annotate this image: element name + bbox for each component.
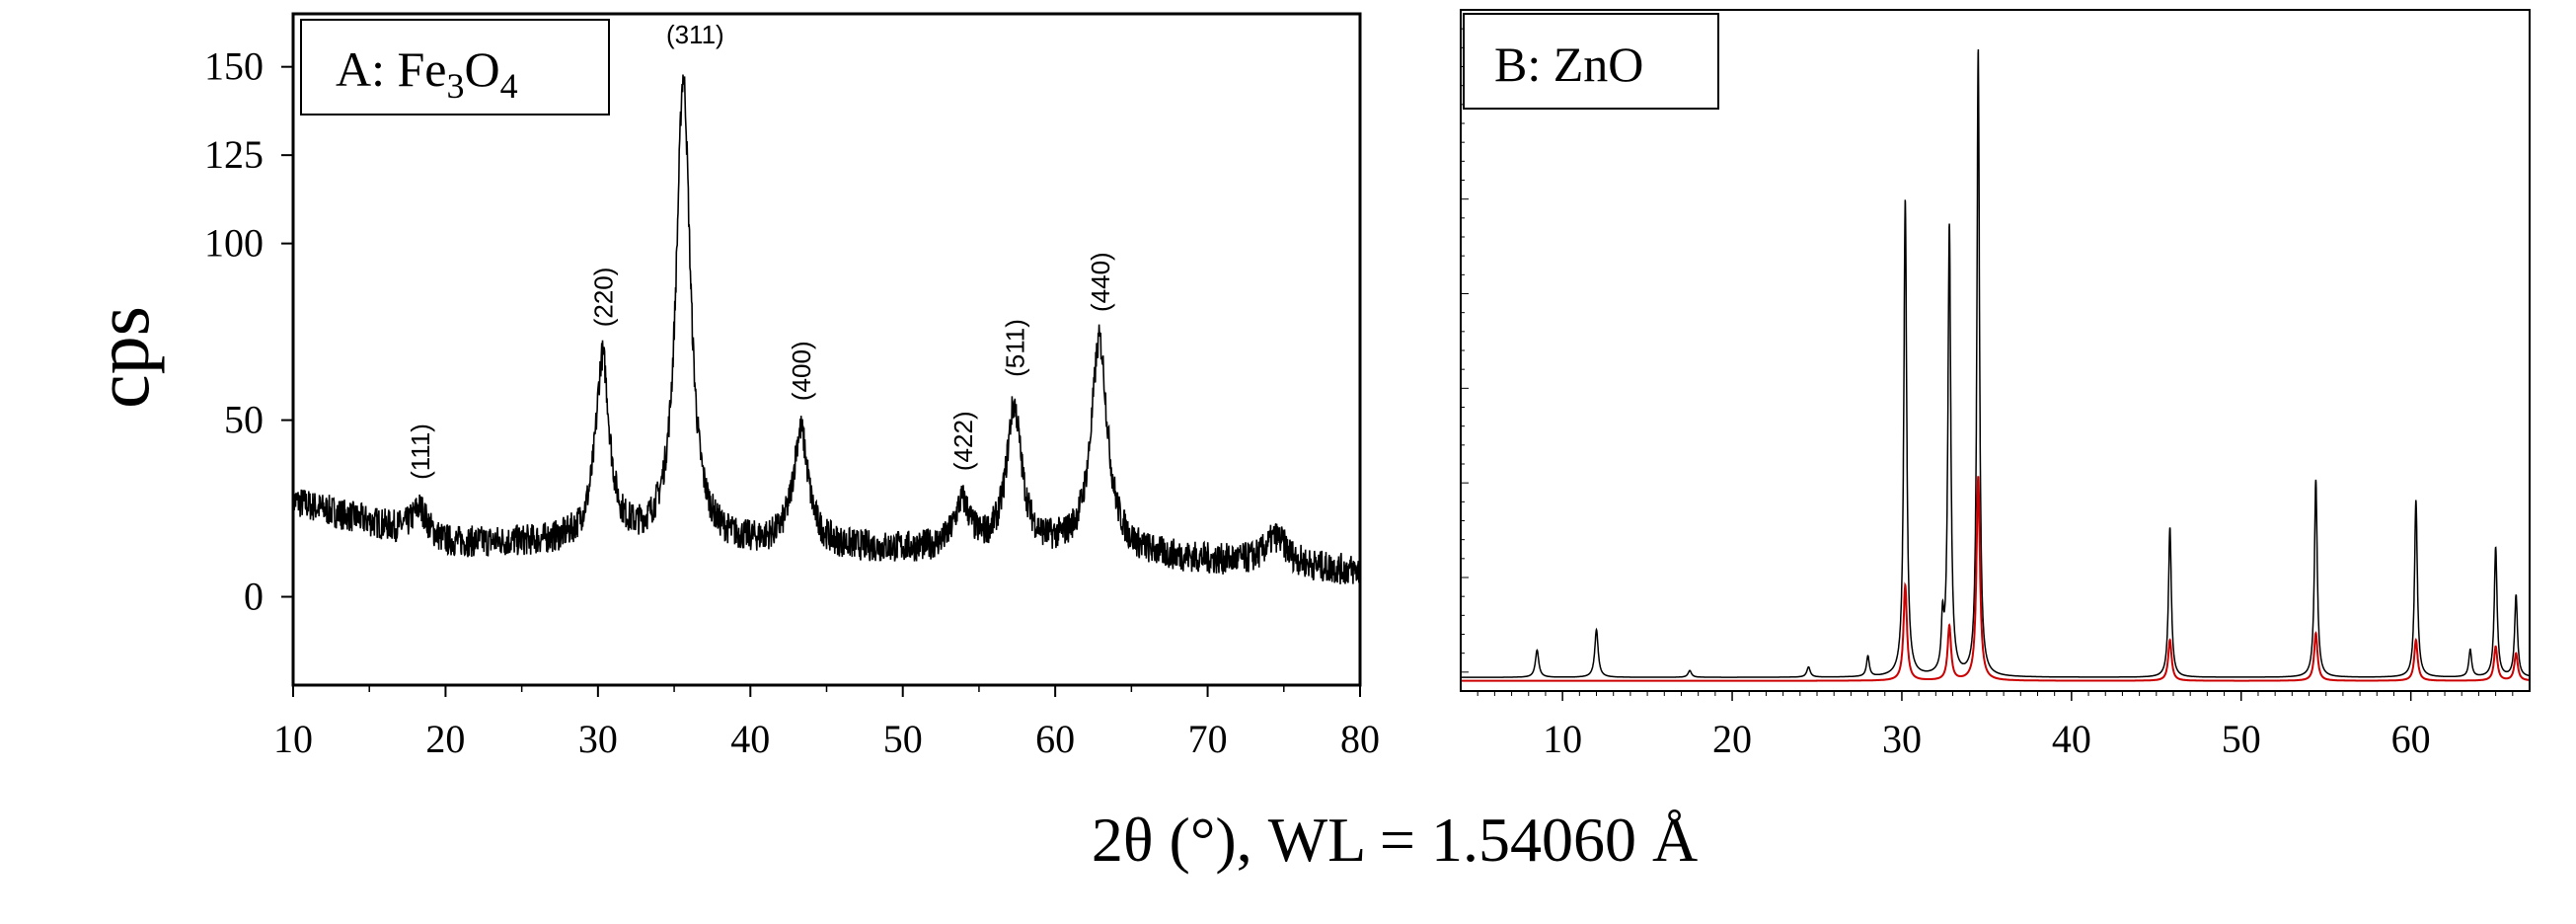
peak-label: (311) [666, 20, 724, 49]
peak-label: (220) [589, 268, 619, 328]
peak-label: (400) [787, 341, 816, 401]
y-axis-label: cps [79, 306, 165, 409]
panel-a-x-tick-label: 50 [883, 717, 923, 761]
panel-a-y-tick-label: 150 [204, 44, 264, 89]
panel-a-x-tick-label: 40 [730, 717, 770, 761]
panel-a-x-tick-label: 20 [425, 717, 465, 761]
panel-b-x-tick-label: 40 [2052, 717, 2091, 761]
panel-a-x-tick-label: 80 [1340, 717, 1380, 761]
panel-b-ticks: 10 20 30 40 50 60 [1461, 28, 2514, 761]
panel-a-y-tick-label: 0 [244, 575, 264, 619]
panel-a-y-tick-label: 125 [204, 132, 264, 177]
panel-b-pattern-line [1461, 48, 2531, 678]
peak-label: (422) [948, 411, 978, 471]
panel-a-x-tick-label: 10 [273, 717, 313, 761]
panel-a-x-tick-label: 60 [1035, 717, 1075, 761]
x-axis-label: 2θ (°), WL = 1.54060 Å [1092, 805, 1698, 875]
panel-a-x-tick-label: 30 [578, 717, 618, 761]
panel-a-peak-labels: (111) (220) (311) (400) (422) (511) (440) [406, 20, 1115, 480]
panel-b-label-box [1463, 13, 1719, 110]
panel-a-label-box [300, 19, 610, 116]
peak-label: (111) [406, 424, 435, 480]
panel-a-ticks: 10 20 30 40 50 60 70 80 0 50 100 125 150 [204, 44, 1380, 761]
panel-b-reference-line [1461, 476, 2531, 682]
panel-b-x-tick-label: 60 [2391, 717, 2431, 761]
panel-b-label: B: ZnO [1494, 37, 1643, 92]
panel-b-frame [1460, 9, 2531, 692]
panel-b-x-tick-label: 20 [1712, 717, 1752, 761]
peak-label: (511) [1000, 319, 1029, 377]
panel-b-lines [1461, 48, 2531, 682]
panel-a-lines [292, 74, 1361, 584]
peak-label: (440) [1086, 252, 1115, 312]
panel-a-x-tick-label: 70 [1188, 717, 1228, 761]
panel-b-x-tick-label: 10 [1543, 717, 1582, 761]
panel-b-x-tick-label: 30 [1882, 717, 1922, 761]
panel-a-y-tick-label: 50 [224, 398, 264, 442]
panel-a-pattern-line [292, 74, 1361, 584]
panel-a-y-tick-label: 100 [204, 221, 264, 266]
panel-a-label: A: Fe3O4 [336, 41, 518, 106]
panel-b: 10 20 30 40 50 60 B: ZnO [1460, 9, 2531, 761]
panel-b-x-tick-label: 50 [2222, 717, 2261, 761]
